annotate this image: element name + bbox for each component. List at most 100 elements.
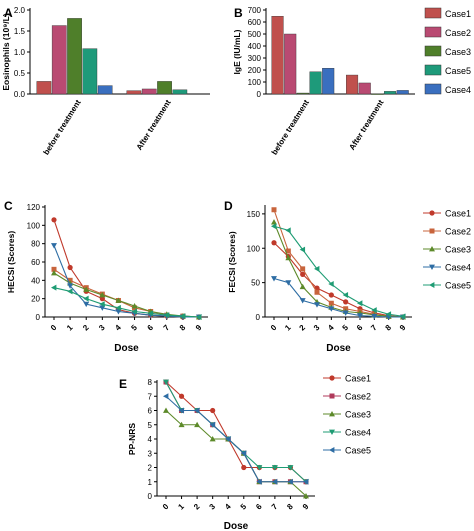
bar-case5 xyxy=(384,91,397,95)
legend-marker xyxy=(329,393,335,399)
data-point-case4 xyxy=(99,305,106,311)
series-line-case4 xyxy=(273,277,403,318)
data-point-case5 xyxy=(99,301,105,308)
bar-case3 xyxy=(67,18,82,95)
y-tick-label: 6 xyxy=(148,407,153,416)
data-point-case1 xyxy=(241,464,247,471)
data-point-case4 xyxy=(256,465,263,471)
legend: Case1 Case2 Case3 Case4 Case5 xyxy=(423,209,471,291)
x-tick-label: 7 xyxy=(270,502,280,512)
x-tick-label: After treatment xyxy=(347,98,385,152)
data-point-case5 xyxy=(303,478,309,485)
bar-case5 xyxy=(172,89,188,95)
data-point-case3 xyxy=(99,292,106,298)
x-tick-label: before treatment xyxy=(42,98,83,157)
legend: Case1 Case2 Case3 Case4 Case5 xyxy=(323,374,371,456)
data-point-case4 xyxy=(314,302,320,308)
y-axis-label: IgE (IU/mL) xyxy=(232,29,242,74)
data-point-case1 xyxy=(210,407,216,414)
data-point-case1 xyxy=(51,217,57,223)
bar-case5 xyxy=(82,48,98,95)
legend-marker xyxy=(329,429,335,435)
data-point-case4 xyxy=(357,313,363,319)
x-tick-label: 3 xyxy=(97,323,107,333)
legend-marker xyxy=(429,210,435,216)
y-tick-label: 500 xyxy=(248,30,262,39)
x-tick-label: 9 xyxy=(398,323,408,333)
data-point-case5 xyxy=(371,307,377,314)
data-point-case4 xyxy=(51,243,57,249)
x-tick-label: 5 xyxy=(239,502,249,512)
legend-label: Case3 xyxy=(445,245,471,255)
bar-case3 xyxy=(371,93,384,95)
bar-case4 xyxy=(97,85,113,95)
data-point-case5 xyxy=(314,265,320,272)
bar-case2 xyxy=(284,33,297,95)
data-point-case2 xyxy=(314,289,320,295)
data-point-case5 xyxy=(178,407,184,414)
y-tick-label: 4 xyxy=(148,435,153,444)
series-line-case5 xyxy=(53,287,200,318)
legend-label: Case2 xyxy=(445,28,471,38)
legend-label: Case1 xyxy=(445,9,471,19)
legend-marker xyxy=(429,246,435,252)
data-point-case5 xyxy=(163,312,170,319)
data-point-case4 xyxy=(67,283,74,289)
y-axis-label: Eosinophils (10⁹/L) xyxy=(1,13,11,90)
data-point-case1 xyxy=(328,292,334,298)
y-tick-label: 1 xyxy=(148,478,153,487)
data-point-case5 xyxy=(299,246,306,253)
legend-label: Case4 xyxy=(445,263,471,273)
y-tick-label: 0.0 xyxy=(14,90,26,99)
y-axis-label: HECSI (Scores) xyxy=(6,231,16,294)
data-point-case4 xyxy=(271,276,277,282)
data-point-case3 xyxy=(271,219,277,225)
x-tick-label: 2 xyxy=(81,323,91,333)
series-line-case3 xyxy=(273,221,404,318)
legend-swatch xyxy=(424,7,442,19)
x-tick-label: 8 xyxy=(178,323,188,333)
data-point-case5 xyxy=(271,478,278,485)
x-tick-label: 3 xyxy=(208,502,218,512)
bar-case2 xyxy=(358,82,371,95)
x-tick-label: 5 xyxy=(341,323,351,333)
y-tick-label: 7 xyxy=(148,392,153,401)
y-tick-label: 200 xyxy=(248,66,262,75)
legend-label: Case2 xyxy=(445,227,471,237)
data-point-case5 xyxy=(285,227,291,234)
data-point-case5 xyxy=(357,300,363,307)
panel-letter: B xyxy=(234,6,243,20)
data-point-case2 xyxy=(271,207,277,213)
bar-case1 xyxy=(346,74,359,95)
data-point-case5 xyxy=(179,313,186,320)
data-point-case5 xyxy=(240,450,247,457)
y-tick-label: 80 xyxy=(31,240,40,249)
y-tick-label: 0.5 xyxy=(14,69,26,78)
y-tick-label: 50 xyxy=(251,279,260,288)
x-tick-label: 1 xyxy=(283,323,293,333)
series-line-case1 xyxy=(273,242,404,318)
x-tick-label: 4 xyxy=(326,323,336,333)
data-point-case3 xyxy=(178,421,185,428)
bar-case1 xyxy=(271,16,284,95)
bar-case5 xyxy=(309,71,322,95)
y-tick-label: 100 xyxy=(248,78,262,87)
data-point-case5 xyxy=(209,421,216,428)
data-point-case3 xyxy=(163,407,169,413)
x-axis-label: Dose xyxy=(326,343,351,354)
legend-marker xyxy=(329,447,335,453)
bar-case1 xyxy=(36,81,52,95)
x-tick-label: 0 xyxy=(49,323,59,333)
legend-swatch xyxy=(424,83,442,95)
legend-label: Case1 xyxy=(345,374,371,384)
y-tick-label: 1.0 xyxy=(14,48,26,57)
x-tick-label: 5 xyxy=(129,323,139,333)
data-point-case5 xyxy=(385,311,392,318)
bar-case4 xyxy=(322,67,335,95)
legend-label: Case3 xyxy=(345,410,371,420)
x-tick-label: 1 xyxy=(65,323,75,333)
y-tick-label: 100 xyxy=(247,244,261,253)
